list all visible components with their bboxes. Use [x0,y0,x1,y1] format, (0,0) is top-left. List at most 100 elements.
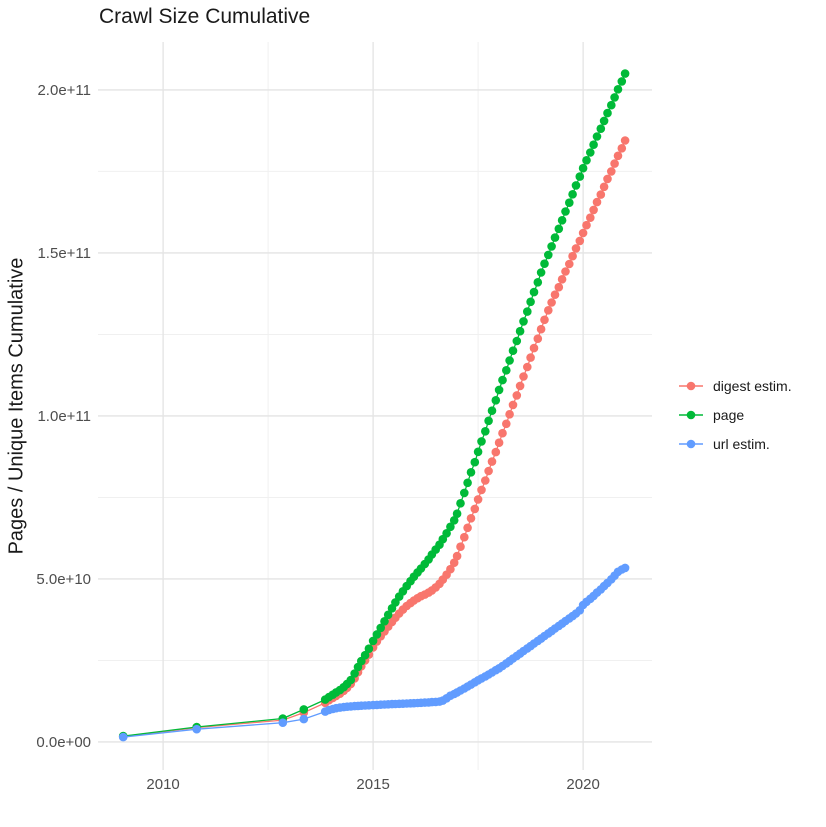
data-point [540,315,549,325]
data-point [578,163,588,173]
data-point [603,174,612,184]
data-point [519,317,528,326]
data-point [452,551,462,561]
legend-key-page [679,410,703,420]
y-tick-label: 5.0e+10 [36,571,91,588]
data-point [473,447,483,457]
series-page [118,69,630,741]
data-point [466,468,476,477]
y-tick-label: 2.0e+11 [37,82,91,99]
data-point [575,172,585,181]
data-point [547,298,556,307]
data-point [557,275,567,284]
data-point [603,108,612,118]
data-point [368,636,378,646]
y-tick-label: 0.0e+00 [36,734,91,751]
data-point [599,116,609,126]
data-point [526,297,535,307]
legend-item-page: page [678,405,792,425]
legend-key-url-estim [679,439,703,449]
data-point [592,132,602,141]
data-point [512,391,522,400]
data-point [599,182,609,192]
data-point [118,732,128,742]
data-point [610,159,619,168]
data-point [561,207,570,216]
data-point [508,400,518,410]
data-point [582,156,591,165]
data-point [540,259,549,269]
data-point [519,372,528,381]
data-point [620,563,630,573]
data-point [589,205,598,215]
data-point [586,148,595,157]
data-point [568,251,577,261]
data-point [452,509,462,518]
data-point [561,267,570,276]
x-tick-label: 2020 [566,776,599,793]
data-point [460,488,469,498]
data-point [380,617,389,626]
data-point [484,416,493,426]
data-point [613,85,623,94]
data-point [536,268,546,277]
data-point [494,438,504,448]
data-point [565,198,574,207]
data-point [589,140,598,149]
data-point [484,466,493,476]
gridlines-major [98,42,652,770]
data-point [568,190,577,199]
data-point [498,375,507,385]
data-point [515,326,525,336]
legend-key-digest-estim [679,381,703,391]
data-point [533,278,543,287]
data-point [557,216,567,225]
data-point [554,282,564,292]
data-point [575,236,585,246]
data-point [596,124,606,133]
data-point [523,307,532,316]
data-point [620,136,630,145]
data-point [533,334,543,344]
data-point [554,224,564,234]
data-point [299,714,309,724]
y-tick-label: 1.5e+11 [37,245,91,262]
x-tick-labels: 2010 2015 2020 [146,776,599,793]
data-point [470,457,480,467]
data-point [613,151,623,161]
data-point [607,167,616,176]
x-tick-label: 2015 [356,776,389,793]
data-point [526,353,535,362]
data-point [565,259,574,269]
legend-label-url-estim: url estim. [713,436,770,452]
x-tick-label: 2010 [146,776,179,793]
data-point [544,306,553,315]
legend-item-url-estim: url estim. [678,434,792,454]
data-point [278,718,288,727]
data-point [571,181,581,190]
legend: digest estim. page url estim. [678,376,792,454]
data-point [481,427,490,436]
data-point [596,190,606,199]
y-tick-labels: 0.0e+00 5.0e+10 1.0e+11 1.5e+11 2.0e+11 [36,82,91,751]
legend-item-digest-estim: digest estim. [678,376,792,396]
data-point [502,366,511,375]
data-point [299,705,309,714]
data-point [544,250,553,260]
chart-title: Crawl Size Cumulative [99,5,311,28]
data-point [477,485,486,495]
data-point [346,675,356,685]
data-point [491,447,501,457]
data-point [456,542,465,551]
data-point [610,93,619,102]
data-point [456,499,465,508]
data-point [508,346,518,356]
data-point [512,336,522,346]
data-point [515,381,525,391]
data-point [372,630,382,639]
data-point [487,457,497,466]
data-point [364,644,374,653]
data-point [470,504,480,514]
data-point [586,213,595,222]
